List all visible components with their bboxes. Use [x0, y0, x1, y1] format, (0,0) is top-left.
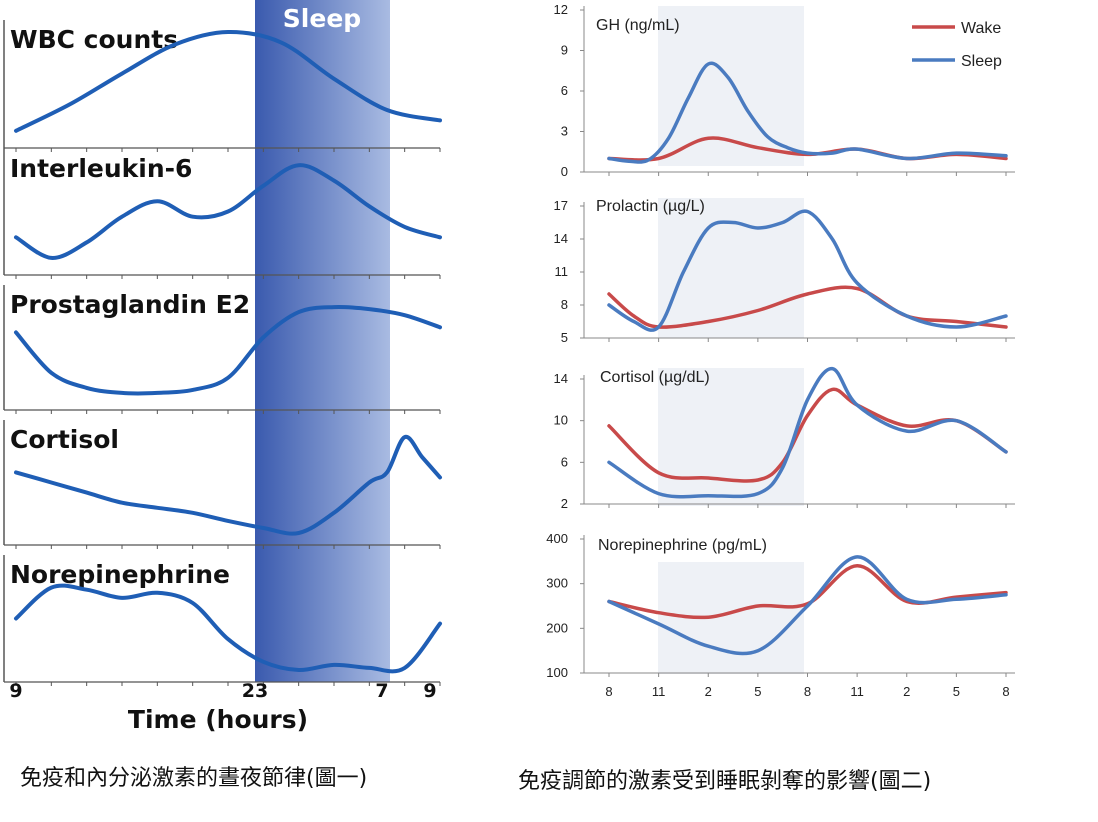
right-y-tick-label: 6: [561, 454, 568, 469]
right-x-tick-label: 8: [804, 684, 811, 699]
legend-wake-label: Wake: [961, 20, 1001, 37]
sleep-band-panel-4: [658, 562, 804, 674]
right-panel-4-label: Norepinephrine (pg/mL): [598, 537, 767, 554]
right-x-tick-label: 2: [903, 684, 910, 699]
left-panel-1-curve: [14, 29, 442, 133]
sleep-band-label: Sleep: [283, 4, 361, 33]
right-y-tick-label: 200: [546, 620, 568, 635]
left-x-axis-title: Time (hours): [128, 705, 308, 734]
right-y-tick-label: 2: [561, 496, 568, 511]
right-y-tick-label: 100: [546, 665, 568, 680]
caption-left: 免疫和內分泌激素的晝夜節律(圖一): [20, 766, 368, 791]
sleep-band-panel-3: [658, 368, 804, 506]
left-x-tick-label: 23: [242, 680, 268, 702]
right-y-tick-label: 3: [561, 124, 568, 139]
right-panel-3-wake-line: [607, 387, 1008, 483]
right-panel-2-sleep-line: [607, 209, 1008, 332]
left-x-tick-label: 9: [423, 680, 436, 702]
right-y-tick-label: 10: [554, 413, 568, 428]
right-x-tick-label: 11: [850, 684, 864, 699]
right-x-axis: 8 11 2 5 8 11 2 5 8: [605, 684, 1009, 699]
right-y-tick-label: 14: [554, 231, 568, 246]
left-panel-3-label: Prostaglandin E2: [10, 290, 250, 319]
left-panel-5-label: Norepinephrine: [10, 560, 230, 589]
right-chart: 12 9 6 3 0 GH (ng/mL) 17 14 11 8 5 Prolactin (µg/L)…: [546, 2, 1015, 699]
right-y-tick-label: 5: [561, 330, 568, 345]
caption-right: 免疫調節的激素受到睡眠剝奪的影響(圖二): [518, 769, 932, 794]
right-panel-2-label: Prolactin (µg/L): [596, 198, 705, 215]
left-panel-2-curve: [14, 163, 442, 260]
right-y-tick-label: 12: [554, 2, 568, 17]
right-x-tick-label: 5: [754, 684, 761, 699]
right-x-tick-label: 11: [652, 684, 666, 699]
right-x-tick-label: 2: [705, 684, 712, 699]
right-panel-3-label: Cortisol (µg/dL): [600, 369, 710, 386]
left-panel-3-curve: [14, 304, 442, 396]
left-x-axis: 9 23 7 9: [9, 680, 436, 702]
right-x-tick-label: 8: [1002, 684, 1009, 699]
legend-sleep-label: Sleep: [961, 53, 1002, 70]
right-panels: 12 9 6 3 0 GH (ng/mL) 17 14 11 8 5 Prolactin (µg/L)…: [546, 2, 1015, 680]
right-y-tick-label: 300: [546, 576, 568, 591]
left-x-tick-label: 9: [9, 680, 22, 702]
left-panel-4-curve: [14, 434, 442, 536]
left-chart: Sleep WBC counts Interleukin-6 Prostagland…: [3, 0, 442, 734]
right-y-tick-label: 6: [561, 83, 568, 98]
right-x-tick-label: 8: [605, 684, 612, 699]
left-panel-2-label: Interleukin-6: [10, 154, 192, 183]
left-x-tick-label: 7: [375, 680, 388, 702]
left-panels: WBC counts Interleukin-6 Prostaglandin E2 C…: [3, 20, 442, 686]
left-panel-4-label: Cortisol: [10, 425, 119, 454]
right-y-tick-label: 14: [554, 371, 568, 386]
right-panel-1-sleep-line: [607, 61, 1008, 164]
right-x-tick-label: 5: [953, 684, 960, 699]
right-y-tick-label: 17: [554, 198, 568, 213]
left-panel-1-label: WBC counts: [10, 25, 178, 54]
right-y-tick-label: 400: [546, 531, 568, 546]
right-y-tick-label: 11: [555, 264, 569, 279]
right-panel-3-sleep-line: [607, 366, 1008, 499]
right-y-tick-label: 9: [561, 43, 568, 58]
right-panel-2-wake-line: [607, 285, 1008, 329]
right-panel-1-label: GH (ng/mL): [596, 17, 680, 34]
right-panel-4-sleep-line: [607, 555, 1008, 656]
right-y-tick-label: 8: [561, 297, 568, 312]
left-panel-5-curve: [14, 583, 442, 674]
right-y-tick-label: 0: [561, 164, 568, 179]
sleep-band: [255, 0, 390, 682]
legend: Wake Sleep: [912, 20, 1002, 70]
